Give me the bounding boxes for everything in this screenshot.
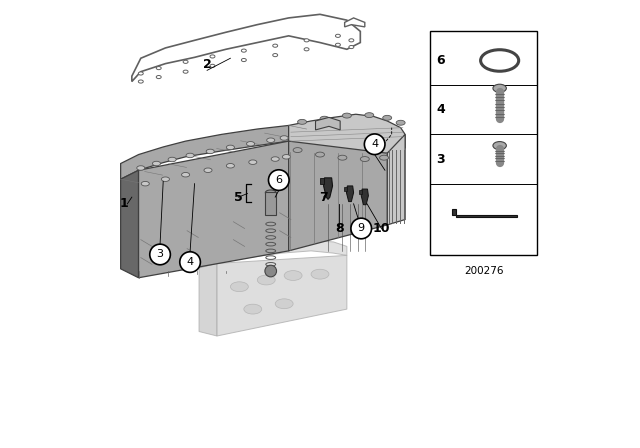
Ellipse shape [141, 181, 149, 186]
Ellipse shape [273, 53, 278, 56]
Polygon shape [217, 255, 347, 336]
Ellipse shape [230, 282, 248, 292]
Ellipse shape [493, 142, 506, 150]
Ellipse shape [244, 304, 262, 314]
Polygon shape [452, 209, 517, 217]
Ellipse shape [204, 168, 212, 172]
Ellipse shape [183, 70, 188, 73]
Text: 5: 5 [234, 190, 243, 204]
Circle shape [150, 244, 170, 265]
FancyBboxPatch shape [430, 31, 538, 255]
Ellipse shape [161, 177, 170, 181]
Polygon shape [324, 178, 333, 199]
Polygon shape [120, 170, 138, 278]
Ellipse shape [246, 142, 255, 146]
Circle shape [180, 252, 200, 272]
Ellipse shape [365, 112, 374, 117]
Ellipse shape [320, 116, 329, 121]
Circle shape [265, 265, 276, 277]
Ellipse shape [168, 157, 176, 162]
Ellipse shape [249, 160, 257, 164]
Ellipse shape [183, 60, 188, 63]
Ellipse shape [227, 145, 234, 150]
Ellipse shape [396, 120, 405, 125]
Ellipse shape [304, 39, 309, 42]
Text: 4: 4 [186, 257, 194, 267]
Text: 4: 4 [436, 103, 445, 116]
Polygon shape [120, 125, 289, 179]
FancyBboxPatch shape [358, 190, 362, 194]
FancyBboxPatch shape [320, 178, 324, 184]
Polygon shape [361, 189, 369, 205]
Text: 6: 6 [436, 54, 445, 67]
Ellipse shape [206, 149, 214, 154]
Text: 6: 6 [275, 175, 282, 185]
Polygon shape [344, 18, 365, 27]
Ellipse shape [156, 66, 161, 69]
Polygon shape [289, 114, 405, 165]
Text: 8: 8 [335, 222, 344, 235]
Ellipse shape [182, 172, 189, 177]
Ellipse shape [152, 161, 161, 166]
Text: 3: 3 [436, 152, 445, 166]
Text: 2: 2 [203, 58, 211, 72]
Circle shape [269, 170, 289, 190]
Ellipse shape [349, 46, 354, 48]
Ellipse shape [360, 156, 369, 161]
Text: 9: 9 [358, 224, 365, 233]
Ellipse shape [273, 44, 278, 47]
FancyBboxPatch shape [344, 187, 348, 191]
Text: 200276: 200276 [464, 266, 503, 276]
Ellipse shape [335, 34, 340, 37]
Ellipse shape [342, 113, 351, 118]
Ellipse shape [280, 136, 288, 140]
Circle shape [351, 218, 371, 239]
Ellipse shape [298, 120, 307, 125]
Ellipse shape [241, 59, 246, 61]
Ellipse shape [137, 166, 145, 170]
Polygon shape [199, 263, 217, 336]
Ellipse shape [227, 164, 234, 168]
Ellipse shape [316, 152, 324, 157]
Polygon shape [346, 186, 353, 202]
Ellipse shape [267, 138, 275, 142]
Polygon shape [316, 117, 340, 130]
Ellipse shape [338, 155, 347, 160]
Polygon shape [138, 141, 289, 278]
Text: 10: 10 [372, 222, 390, 235]
Ellipse shape [293, 147, 302, 152]
Ellipse shape [138, 80, 143, 83]
Ellipse shape [138, 72, 143, 75]
Ellipse shape [210, 64, 215, 67]
Polygon shape [387, 134, 405, 225]
Text: 3: 3 [157, 250, 164, 259]
Ellipse shape [304, 47, 309, 51]
Ellipse shape [311, 269, 329, 279]
Text: 4: 4 [371, 139, 378, 149]
Ellipse shape [383, 115, 392, 121]
Ellipse shape [241, 49, 246, 52]
Circle shape [364, 134, 385, 155]
Ellipse shape [156, 76, 161, 79]
Ellipse shape [271, 157, 279, 161]
Text: 7: 7 [319, 190, 328, 204]
Ellipse shape [380, 155, 388, 160]
Polygon shape [289, 141, 387, 251]
Ellipse shape [210, 55, 215, 58]
Ellipse shape [275, 299, 293, 309]
Ellipse shape [257, 275, 275, 285]
Ellipse shape [282, 155, 291, 159]
Ellipse shape [186, 153, 194, 158]
Ellipse shape [335, 43, 340, 46]
Polygon shape [199, 241, 347, 268]
Ellipse shape [284, 271, 302, 280]
FancyBboxPatch shape [266, 192, 276, 215]
Ellipse shape [266, 190, 276, 195]
Text: 1: 1 [120, 197, 129, 211]
Ellipse shape [493, 84, 506, 92]
Ellipse shape [349, 39, 354, 42]
